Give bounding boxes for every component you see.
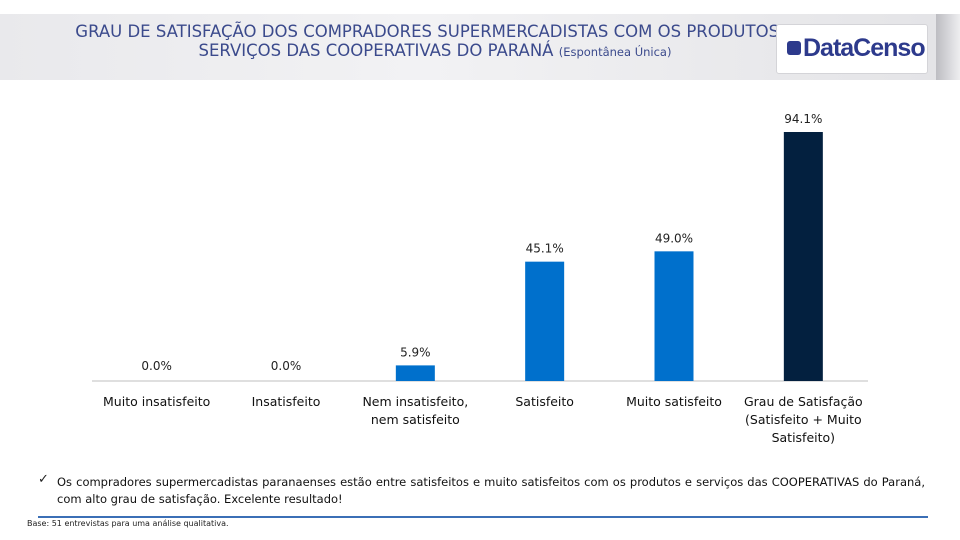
category-label: Satisfeito <box>515 394 574 409</box>
bars-group <box>395 132 823 381</box>
category-labels-group: Muito insatisfeito Insatisfeito Nem insati… <box>103 394 863 445</box>
bar <box>783 132 823 381</box>
value-label: 5.9% <box>400 345 431 359</box>
header-bar-edge <box>936 14 960 80</box>
logo-mark-icon <box>787 41 801 55</box>
bar <box>395 365 435 381</box>
category-label: Grau de Satisfação (Satisfeito + Muito Sat… <box>744 394 863 445</box>
category-label: Muito insatisfeito <box>103 394 210 409</box>
title-suffix: (Espontânea Única) <box>558 45 672 59</box>
value-labels-group: 0.0% 0.0% 5.9% 45.1% 49.0% 94.1% <box>141 112 822 373</box>
value-label: 94.1% <box>784 112 822 126</box>
conclusion-text: Os compradores supermercadistas paranaen… <box>57 475 925 506</box>
datacenso-logo: DataCenso <box>776 24 928 74</box>
category-label: Nem insatisfeito, nem satisfeito <box>362 394 468 427</box>
bar <box>525 261 565 381</box>
value-label: 0.0% <box>141 359 172 373</box>
value-label: 49.0% <box>655 231 693 245</box>
category-label: Muito satisfeito <box>626 394 722 409</box>
value-label: 45.1% <box>526 242 564 256</box>
value-label: 0.0% <box>271 359 302 373</box>
title-main: GRAU DE SATISFAÇÃO DOS COMPRADORES SUPER… <box>75 22 795 60</box>
conclusion-note: ✓ Os compradores supermercadistas parana… <box>38 466 928 518</box>
base-footnote: Base: 51 entrevistas para uma análise qu… <box>27 519 229 528</box>
bar <box>654 251 694 381</box>
logo-text: DataCenso <box>803 34 926 62</box>
category-label: Insatisfeito <box>252 394 321 409</box>
page-title: GRAU DE SATISFAÇÃO DOS COMPRADORES SUPER… <box>70 22 800 62</box>
checkmark-icon: ✓ <box>38 472 49 487</box>
